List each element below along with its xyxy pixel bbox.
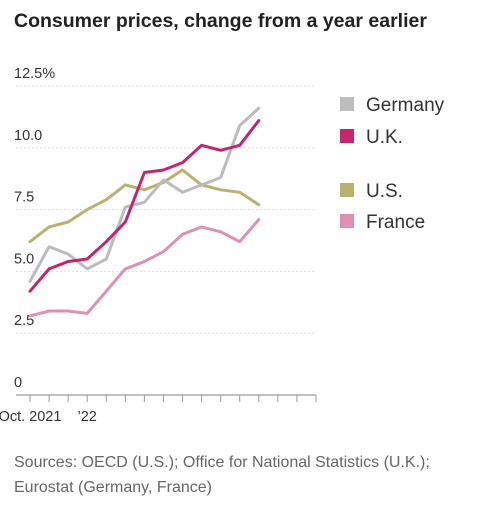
series-layer: [28, 106, 261, 318]
chart-title: Consumer prices, change from a year earl…: [14, 10, 427, 32]
legend-label-france: France: [366, 212, 425, 233]
series-line-germany: [28, 106, 261, 283]
series-line-france: [28, 218, 261, 318]
legend-label-u-s: U.S.: [366, 181, 403, 202]
legend-label-germany: Germany: [366, 95, 445, 116]
y-tick-label: 5.0: [14, 251, 34, 267]
legend: Germany U.K. U.S. France: [340, 95, 445, 233]
legend-label-u-k: U.K.: [366, 127, 403, 148]
series-line-u-s: [28, 168, 261, 244]
x-tick-label: ’22: [78, 409, 97, 425]
y-tick-label: 2.5: [14, 313, 34, 329]
source-note: Sources: OECD (U.S.); Office for Nationa…: [14, 454, 430, 496]
series-line-u-k: [28, 119, 261, 293]
y-tick-label: 10.0: [14, 128, 42, 144]
y-tick-label: 7.5: [14, 190, 34, 206]
grid-layer: [16, 85, 316, 334]
legend-swatch-france: [340, 214, 354, 228]
axis-layer: 0 2.5 5.0 7.5 10.0 12.5% Oct. 2021 ’22: [0, 66, 317, 425]
x-tick-label: Oct. 2021: [0, 409, 61, 425]
y-tick-label: 12.5%: [14, 66, 55, 82]
legend-swatch-germany: [340, 97, 354, 111]
legend-swatch-u-k: [340, 129, 354, 143]
legend-swatch-u-s: [340, 183, 354, 197]
y-tick-label: 0: [14, 375, 22, 391]
